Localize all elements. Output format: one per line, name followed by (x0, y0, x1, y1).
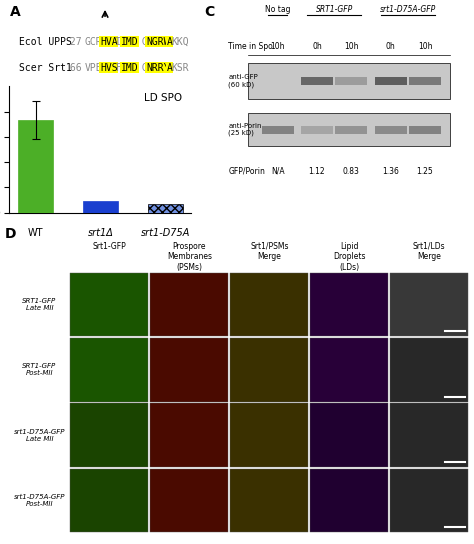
Text: anti-GFP
(60 kD): anti-GFP (60 kD) (228, 75, 258, 88)
Text: LD SPO: LD SPO (144, 92, 182, 103)
Text: GCR: GCR (85, 37, 102, 47)
Text: srt1-D75A: srt1-D75A (141, 228, 190, 238)
Text: A: A (9, 5, 20, 20)
Bar (150, 273, 228, 336)
Text: C: C (204, 5, 214, 20)
Bar (150, 469, 228, 532)
Text: 0.83: 0.83 (343, 166, 360, 176)
Text: KKQ: KKQ (172, 37, 189, 47)
Bar (390, 273, 468, 336)
Text: A: A (166, 37, 172, 47)
Text: NRRY: NRRY (146, 63, 170, 72)
Bar (82, 201, 118, 213)
Text: Lipid
Droplets
(LDs): Lipid Droplets (LDs) (333, 242, 365, 271)
Bar (374, 77, 407, 85)
Text: HVS: HVS (100, 63, 118, 72)
Bar (374, 126, 407, 134)
Text: Time in Spo: Time in Spo (228, 42, 273, 51)
Bar (150, 338, 228, 401)
Text: Scer Srt1: Scer Srt1 (18, 63, 72, 72)
Bar (390, 338, 468, 401)
Text: 1.25: 1.25 (417, 166, 433, 176)
Text: 0h: 0h (386, 42, 395, 51)
Text: GFP/Porin: GFP/Porin (228, 166, 265, 176)
Bar (70, 338, 148, 401)
Text: SRT1-GFP
Late MII: SRT1-GFP Late MII (22, 298, 56, 311)
Text: Ecol UPPS: Ecol UPPS (18, 37, 72, 47)
Bar (70, 404, 148, 467)
Bar (230, 404, 308, 467)
Text: IMD: IMD (120, 37, 138, 47)
Bar (301, 77, 333, 85)
Text: 10h: 10h (270, 42, 285, 51)
Text: srt1-D75A-GFP
Late MII: srt1-D75A-GFP Late MII (14, 429, 65, 442)
Text: SRT1-GFP
Post-MII: SRT1-GFP Post-MII (22, 363, 56, 376)
Text: Srt1/LDs
Merge: Srt1/LDs Merge (413, 242, 446, 261)
Text: VPE: VPE (85, 63, 102, 72)
Bar (409, 77, 441, 85)
Text: KSR: KSR (172, 63, 189, 72)
Text: D: D (5, 227, 17, 241)
Text: srt1-D75A-GFP: srt1-D75A-GFP (380, 5, 436, 14)
Bar (310, 338, 388, 401)
Bar (409, 126, 441, 134)
Text: Srt1-GFP: Srt1-GFP (92, 242, 126, 251)
Bar (70, 469, 148, 532)
Text: I: I (115, 37, 121, 47)
Bar (310, 404, 388, 467)
Bar (230, 273, 308, 336)
Bar (301, 126, 333, 134)
Text: SRT1-GFP: SRT1-GFP (316, 5, 353, 14)
Text: srt1-D75A-GFP
Post-MII: srt1-D75A-GFP Post-MII (14, 494, 65, 507)
Text: Srt1/PSMs
Merge: Srt1/PSMs Merge (250, 242, 289, 261)
Text: 66: 66 (64, 63, 88, 72)
Text: 1.36: 1.36 (382, 166, 399, 176)
Bar (390, 469, 468, 532)
Bar (18, 120, 54, 213)
Text: srt1Δ: srt1Δ (88, 228, 113, 238)
Bar (335, 126, 367, 134)
Text: 0h: 0h (312, 42, 322, 51)
Bar (310, 469, 388, 532)
Bar (390, 404, 468, 467)
Text: 27: 27 (64, 37, 88, 47)
Text: A: A (166, 63, 172, 72)
Text: 10h: 10h (344, 42, 358, 51)
Text: HVA: HVA (100, 37, 118, 47)
Bar (248, 113, 450, 146)
Text: G: G (136, 63, 147, 72)
Text: 1.12: 1.12 (309, 166, 325, 176)
Text: 10h: 10h (418, 42, 432, 51)
Text: F: F (115, 63, 121, 72)
Text: G: G (136, 37, 147, 47)
Text: N/A: N/A (271, 166, 284, 176)
Bar (150, 404, 228, 467)
Text: WT: WT (28, 228, 43, 238)
Bar (70, 273, 148, 336)
Bar (262, 126, 293, 134)
Text: anti-Porin
(25 kD): anti-Porin (25 kD) (228, 123, 262, 137)
Bar (230, 469, 308, 532)
Text: IMD: IMD (120, 63, 138, 72)
Text: No tag: No tag (265, 5, 291, 14)
Text: Prospore
Membranes
(PSMs): Prospore Membranes (PSMs) (167, 242, 212, 271)
Bar (230, 338, 308, 401)
Text: NGRW: NGRW (146, 37, 170, 47)
Bar (335, 77, 367, 85)
Bar (310, 273, 388, 336)
Bar (248, 64, 450, 98)
Bar (147, 203, 183, 213)
